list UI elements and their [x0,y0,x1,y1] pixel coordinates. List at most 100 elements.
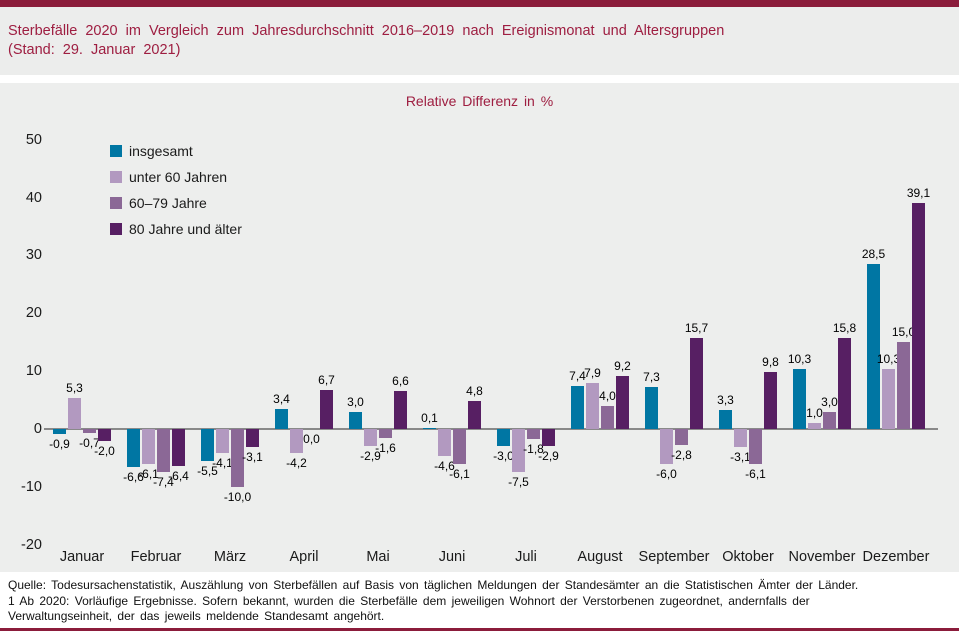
bar-insgesamt [497,429,510,447]
bar-value-label: 3,3 [717,392,734,407]
bar-insgesamt [275,409,288,429]
bar-60-79-jahre [749,429,762,465]
bar-insgesamt [867,264,880,429]
bar-insgesamt [127,429,140,468]
bar-80-jahre-und-lter [542,429,555,446]
bar-value-label: 15,8 [832,320,857,335]
bar-value-label: 6,7 [318,373,335,388]
bar-60-79-jahre [453,429,466,465]
y-tick-label: -10 [21,478,42,495]
bar-value-label: -10,0 [223,489,252,504]
bar-value-label: 39,1 [906,185,931,200]
bar-80-jahre-und-lter [616,375,629,429]
bar-value-label: -2,0 [94,443,115,458]
bar-value-label: 6,6 [392,373,409,388]
bar-value-label: -1,8 [523,442,544,457]
y-tick-label: 30 [25,247,42,264]
source-line-2: 1 Ab 2020: Vorläufige Ergebnisse. Sofern… [8,593,810,608]
bar-value-label: -3,1 [242,449,263,464]
bar-80-jahre-und-lter [468,401,481,429]
bar-unter-60-jahren [808,423,821,429]
x-tick-label: Mai [366,549,390,565]
bar-value-label: -6,1 [745,467,766,482]
bar-value-label: -3,1 [730,449,751,464]
bar-80-jahre-und-lter [690,338,703,429]
bar-chart: Relative Differenz in % insgesamt unter 6… [0,83,959,572]
bar-60-79-jahre [83,429,96,434]
bar-80-jahre-und-lter [172,429,185,467]
bar-unter-60-jahren [586,383,599,429]
source-line-3: Verwaltungseinheit, der das jeweils meld… [8,609,385,623]
bar-value-label: -6,1 [449,467,470,482]
bar-value-label: -2,9 [360,448,381,463]
header: Sterbefälle 2020 im Vergleich zum Jahres… [0,7,959,75]
bar-insgesamt [645,386,658,429]
x-tick-label: März [213,549,247,565]
bar-insgesamt [201,429,214,461]
bar-60-79-jahre [675,429,688,446]
bar-value-label: 15,0 [891,325,916,340]
bar-value-label: 3,0 [347,394,364,409]
page-title: Sterbefälle 2020 im Vergleich zum Jahres… [8,22,949,60]
bar-unter-60-jahren [142,429,155,465]
y-tick-label: 10 [25,363,42,380]
bar-value-label: 5,3 [66,381,83,396]
bar-value-label: -2,9 [538,448,559,463]
bar-value-label: -7,4 [153,474,174,489]
bar-value-label: -4,2 [286,456,307,471]
bar-60-79-jahre [897,342,910,429]
bar-value-label: 1,0 [806,406,823,421]
bar-unter-60-jahren [882,369,895,429]
legend-item-60-79-jahre: 60–79 Jahre [110,193,242,212]
y-tick-label: 50 [25,131,42,148]
bar-value-label: -4,6 [434,458,455,473]
page-title-line2: (Stand: 29. Januar 2021) [8,42,181,58]
bar-value-label: -0,7 [79,436,100,451]
legend-label: 80 Jahre und älter [129,220,242,237]
bar-unter-60-jahren [660,429,673,464]
bar-value-label: -6,1 [138,467,159,482]
bar-60-79-jahre [231,429,244,487]
bar-unter-60-jahren [438,429,451,456]
bar-unter-60-jahren [512,429,525,473]
x-tick-label: Dezember [862,549,930,565]
x-tick-label: April [289,549,319,565]
bar-value-label: 9,2 [614,358,631,373]
bar-unter-60-jahren [290,429,303,454]
legend-swatch-icon [110,170,122,183]
bar-60-79-jahre [379,429,392,439]
y-tick-label: 20 [25,305,42,322]
bar-value-label: 0,0 [303,432,320,446]
x-tick-label: Juni [438,549,466,565]
legend: insgesamt unter 60 Jahren 60–79 Jahre 80 Ja… [110,141,242,238]
bar-80-jahre-und-lter [320,390,333,429]
header-divider [0,75,959,83]
chart-title: Relative Differenz in % [405,93,554,109]
legend-label: unter 60 Jahren [129,168,228,185]
bar-value-label: -6,6 [123,470,144,485]
bar-60-79-jahre [823,411,836,429]
y-tick-label: 0 [33,421,42,437]
bar-value-label: -6,4 [168,469,189,484]
legend-swatch-icon [110,196,122,209]
zero-line [44,428,938,430]
legend-item-insgesamt: insgesamt [110,141,242,160]
bar-value-label: 3,0 [821,394,838,409]
legend-label: 60–79 Jahre [129,194,207,211]
bar-value-label: 9,8 [762,355,779,370]
bar-insgesamt [719,409,732,429]
bar-unter-60-jahren [364,429,377,446]
bar-insgesamt [53,429,66,435]
bar-value-label: 7,3 [643,369,660,384]
bar-value-label: 0,1 [421,411,438,426]
bar-value-label: -3,0 [493,449,514,464]
bar-value-label: -5,5 [197,463,218,478]
x-tick-label: September [638,549,710,565]
bar-value-label: -7,5 [508,475,529,490]
bar-insgesamt [349,411,362,429]
bar-80-jahre-und-lter [838,337,851,429]
bar-80-jahre-und-lter [764,372,777,429]
bar-60-79-jahre [157,429,170,472]
x-tick-label: November [788,549,856,565]
bar-value-label: -0,9 [49,437,70,452]
